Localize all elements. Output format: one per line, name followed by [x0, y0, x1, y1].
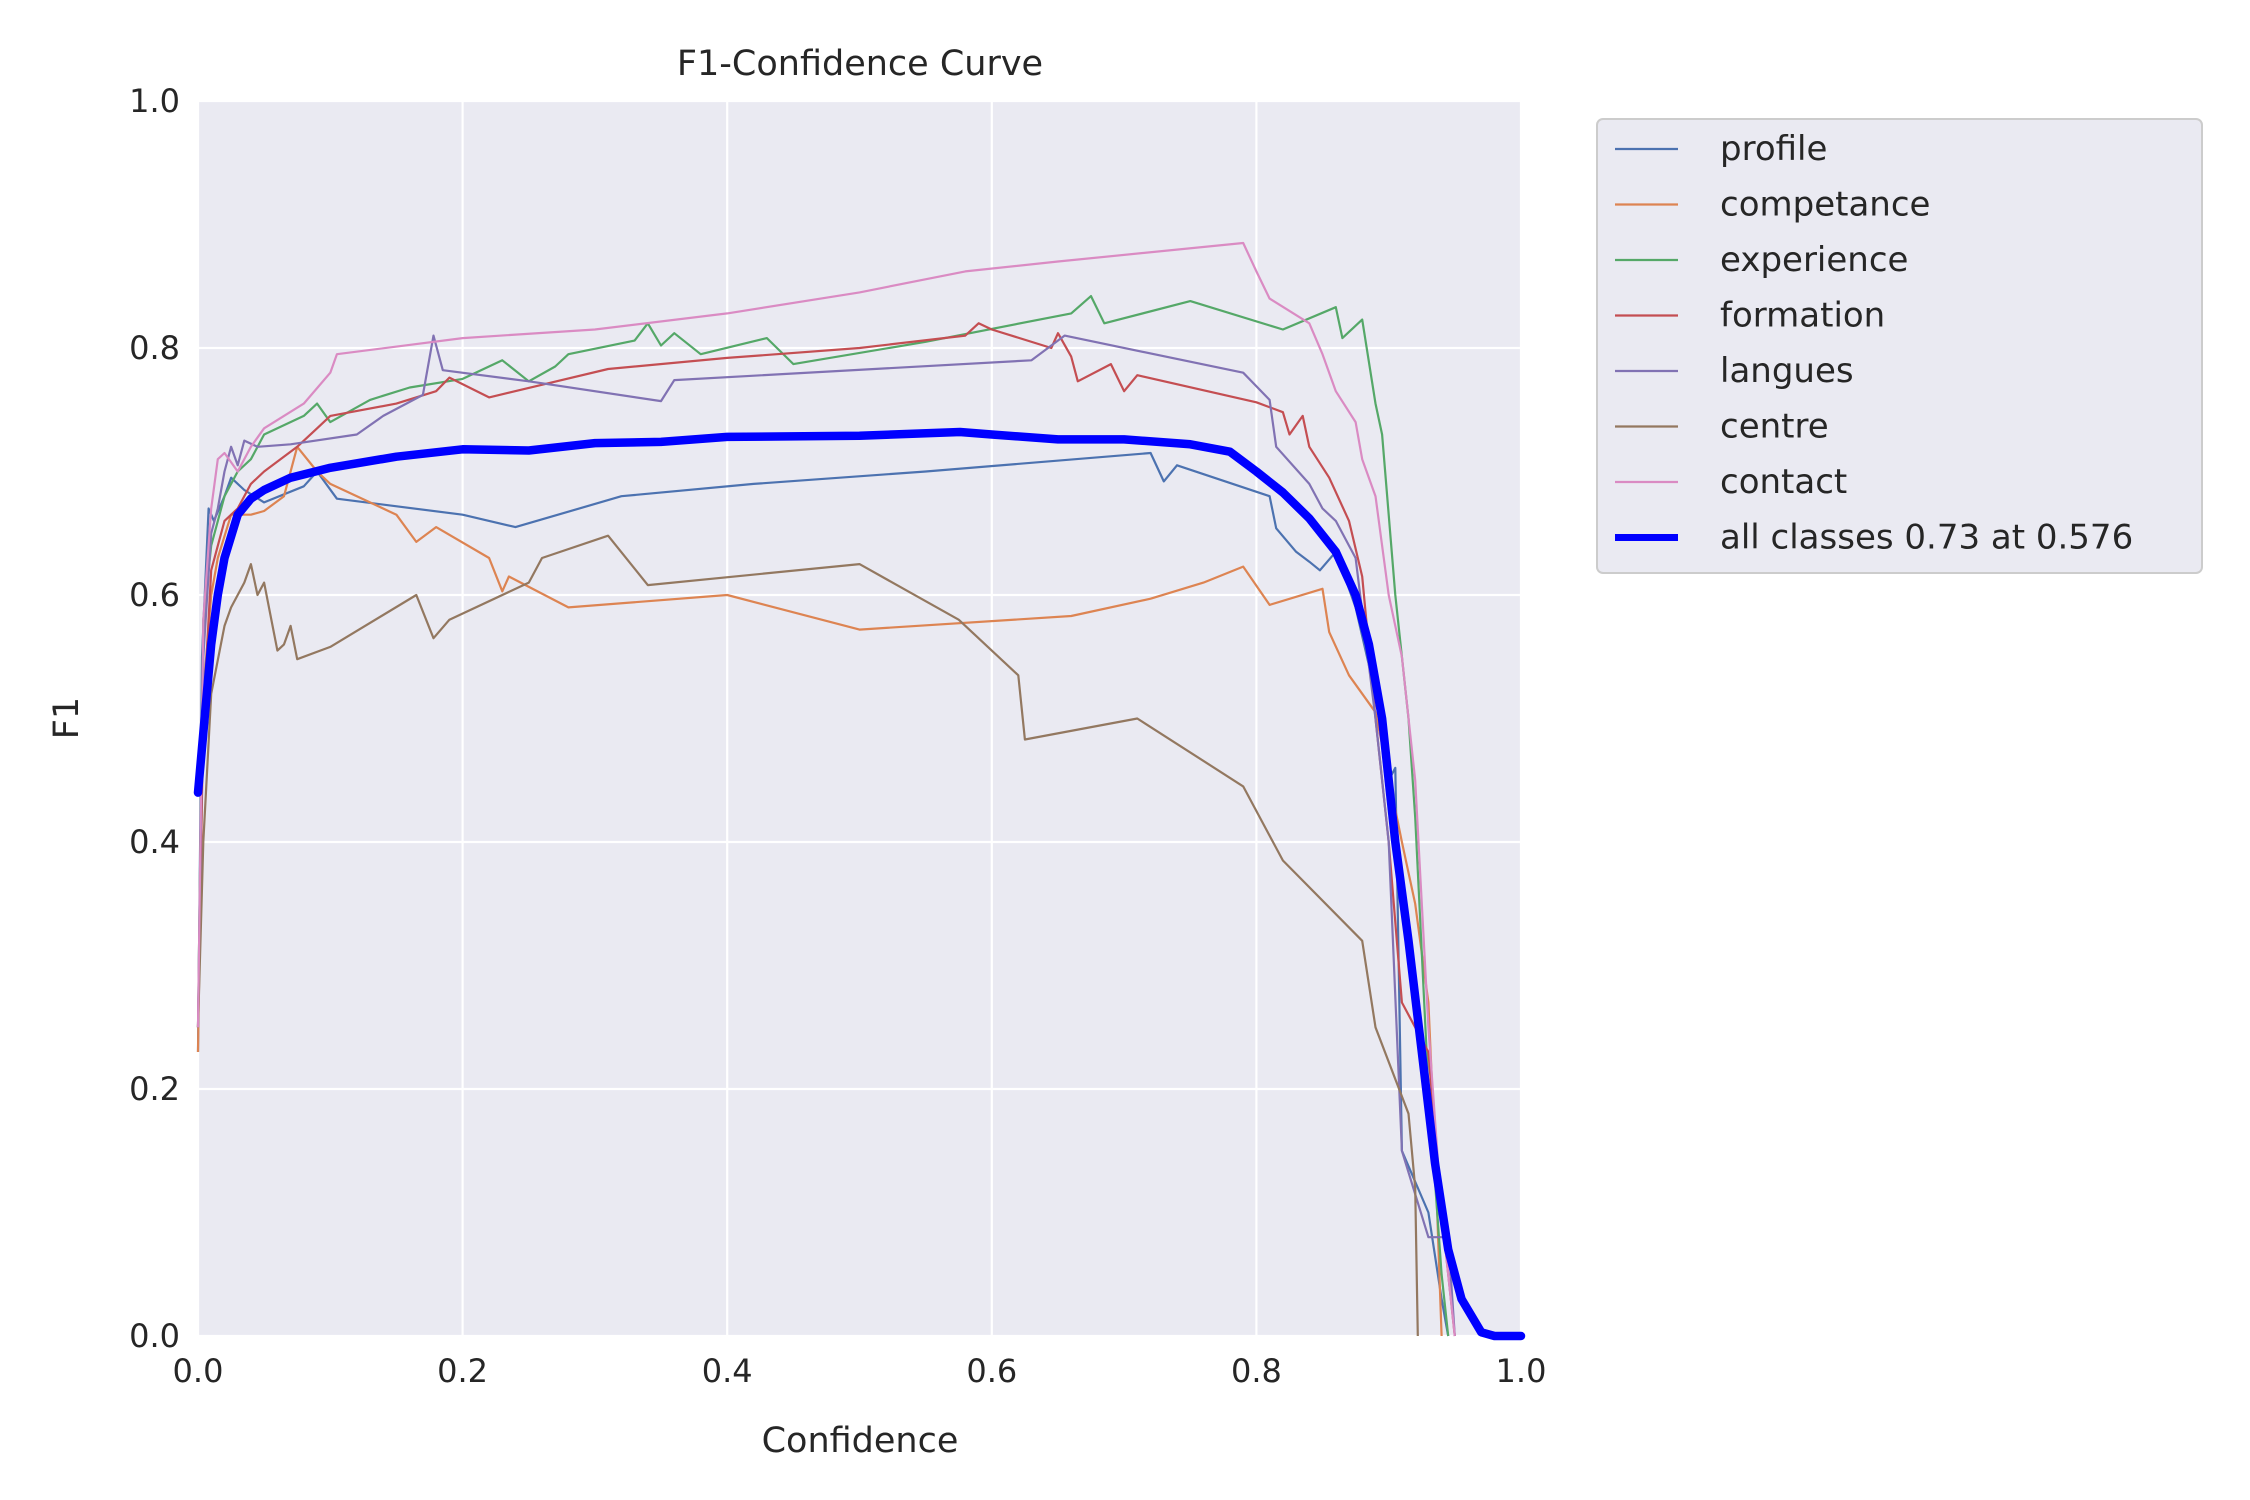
- legend-label: contact: [1720, 462, 1847, 502]
- series-line-formation: [196, 322, 1456, 1337]
- x-tick-label: 0.8: [1231, 1352, 1282, 1390]
- series-line-contact: [196, 241, 1456, 1337]
- legend-box: [1596, 118, 2203, 574]
- y-tick-label: 0.8: [129, 329, 180, 367]
- legend-entries: profile competance experience formation lang…: [1615, 129, 2133, 558]
- legend-label: profile: [1720, 129, 1827, 169]
- series-line-competance: [196, 445, 1443, 1337]
- series-line-experience: [196, 295, 1450, 1337]
- x-tick-label: 0.4: [702, 1352, 753, 1390]
- series-lines: [193, 241, 1526, 1341]
- legend-label: competance: [1720, 185, 1930, 225]
- legend-label: all classes 0.73 at 0.576: [1720, 518, 2133, 558]
- y-tick-label: 0.4: [129, 823, 180, 861]
- series-line-centre: [196, 534, 1419, 1337]
- plot-area: [198, 101, 1521, 1336]
- y-tick-label: 0.6: [129, 576, 180, 614]
- x-axis-label: Confidence: [762, 1421, 959, 1461]
- legend-label: centre: [1720, 407, 1829, 447]
- y-tick-label: 0.0: [129, 1317, 180, 1355]
- x-tick-label: 0.2: [437, 1352, 488, 1390]
- legend-label: experience: [1720, 240, 1908, 280]
- chart-title: F1-Confidence Curve: [677, 44, 1043, 84]
- legend: profile competance experience formation lang…: [1596, 118, 2203, 574]
- legend-label: langues: [1720, 351, 1854, 391]
- y-tick-label: 0.2: [129, 1070, 180, 1108]
- x-tick-label: 0.0: [173, 1352, 224, 1390]
- y-axis-label: F1: [47, 697, 87, 739]
- y-tick-label: 1.0: [129, 82, 180, 120]
- x-tick-label: 0.6: [966, 1352, 1017, 1390]
- x-tick-label: 1.0: [1496, 1352, 1547, 1390]
- legend-label: formation: [1720, 296, 1885, 336]
- axis-ticks: 0.0 0.2 0.4 0.6 0.8 1.0 0.0 0.2 0.4 0.6 0.8 1.0: [129, 82, 1546, 1390]
- series-line-all-classes: [193, 427, 1526, 1341]
